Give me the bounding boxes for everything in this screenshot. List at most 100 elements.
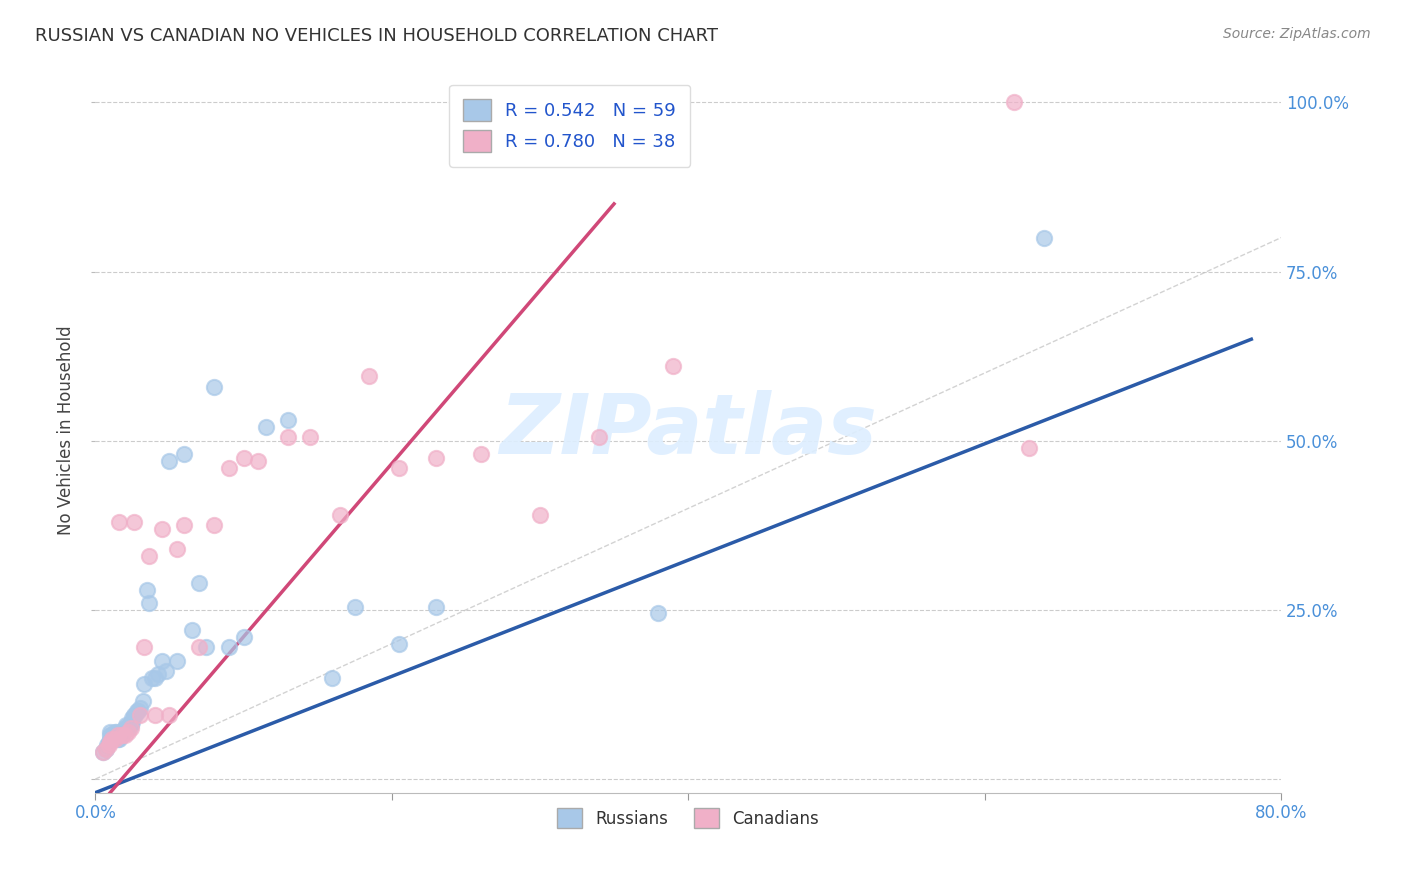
Point: [128, 701, 150, 715]
Point: [218, 640, 240, 655]
Point: [329, 508, 352, 523]
Point: [1002, 95, 1025, 110]
Point: [150, 654, 173, 668]
Point: [120, 718, 142, 732]
Point: [103, 728, 125, 742]
Point: [107, 728, 129, 742]
Point: [157, 454, 180, 468]
Point: [114, 728, 136, 742]
Point: [96, 739, 118, 753]
Point: [134, 677, 156, 691]
Point: [101, 728, 124, 742]
Text: Source: ZipAtlas.com: Source: ZipAtlas.com: [1223, 27, 1371, 41]
Point: [146, 667, 169, 681]
Point: [108, 515, 131, 529]
Point: [470, 447, 492, 461]
Point: [103, 724, 125, 739]
Point: [662, 359, 685, 374]
Point: [425, 450, 447, 465]
Point: [91, 745, 114, 759]
Point: [111, 724, 134, 739]
Point: [180, 624, 202, 638]
Y-axis label: No Vehicles in Household: No Vehicles in Household: [58, 326, 75, 535]
Point: [120, 722, 142, 736]
Point: [97, 739, 120, 753]
Point: [1018, 441, 1040, 455]
Point: [132, 694, 155, 708]
Point: [108, 731, 131, 746]
Point: [138, 549, 160, 563]
Point: [117, 722, 139, 736]
Point: [111, 728, 134, 742]
Point: [388, 460, 411, 475]
Point: [103, 731, 125, 746]
Point: [166, 541, 188, 556]
Point: [1032, 230, 1054, 244]
Point: [91, 745, 114, 759]
Point: [94, 741, 117, 756]
Point: [166, 654, 188, 668]
Point: [100, 728, 122, 742]
Point: [94, 741, 117, 756]
Point: [100, 731, 122, 746]
Point: [107, 731, 129, 746]
Point: [98, 735, 121, 749]
Point: [98, 728, 121, 742]
Point: [108, 728, 131, 742]
Point: [232, 450, 254, 465]
Point: [112, 724, 135, 739]
Point: [107, 728, 129, 742]
Point: [155, 664, 177, 678]
Point: [115, 718, 138, 732]
Point: [138, 596, 160, 610]
Legend: Russians, Canadians: Russians, Canadians: [551, 801, 825, 835]
Point: [111, 728, 134, 742]
Text: RUSSIAN VS CANADIAN NO VEHICLES IN HOUSEHOLD CORRELATION CHART: RUSSIAN VS CANADIAN NO VEHICLES IN HOUSE…: [35, 27, 718, 45]
Point: [202, 518, 225, 533]
Point: [173, 447, 195, 461]
Point: [121, 714, 143, 729]
Point: [588, 430, 610, 444]
Point: [121, 711, 143, 725]
Point: [143, 671, 166, 685]
Point: [150, 522, 173, 536]
Point: [195, 640, 218, 655]
Point: [143, 707, 166, 722]
Point: [173, 518, 195, 533]
Point: [277, 413, 299, 427]
Point: [114, 722, 136, 736]
Point: [128, 707, 150, 722]
Point: [529, 508, 551, 523]
Point: [100, 731, 122, 746]
Point: [98, 731, 121, 746]
Point: [157, 707, 180, 722]
Point: [117, 724, 139, 739]
Point: [388, 637, 411, 651]
Point: [188, 575, 211, 590]
Point: [188, 640, 211, 655]
Point: [299, 430, 322, 444]
Point: [122, 515, 145, 529]
Point: [105, 724, 128, 739]
Point: [98, 724, 121, 739]
Point: [321, 671, 343, 685]
Point: [97, 735, 120, 749]
Point: [127, 705, 149, 719]
Point: [118, 718, 141, 732]
Point: [218, 460, 240, 475]
Point: [254, 420, 277, 434]
Point: [122, 707, 145, 722]
Point: [247, 454, 270, 468]
Point: [110, 724, 132, 739]
Point: [277, 430, 299, 444]
Point: [425, 599, 447, 614]
Text: ZIPatlas: ZIPatlas: [499, 390, 877, 471]
Point: [134, 640, 156, 655]
Point: [141, 671, 163, 685]
Point: [136, 582, 159, 597]
Point: [343, 599, 366, 614]
Point: [202, 379, 225, 393]
Point: [232, 630, 254, 644]
Point: [124, 707, 146, 722]
Point: [647, 607, 669, 621]
